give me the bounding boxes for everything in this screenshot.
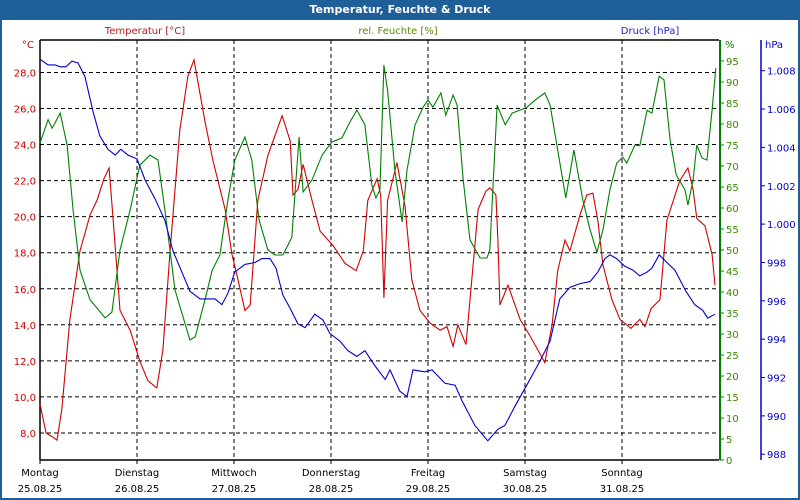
date-label: 25.08.25 bbox=[18, 484, 63, 495]
day-label: Samstag bbox=[503, 468, 547, 479]
temperature-series-line bbox=[39, 57, 716, 442]
day-label: Dienstag bbox=[115, 468, 160, 479]
date-label: 26.08.25 bbox=[115, 484, 160, 495]
date-label: 31.08.25 bbox=[600, 484, 645, 495]
humidity-tick-label: 20 bbox=[726, 372, 739, 383]
day-label: Sonntag bbox=[601, 468, 643, 479]
pressure-tick-label: 1.006 bbox=[767, 105, 796, 116]
humidity-tick-label: 70 bbox=[726, 162, 739, 173]
humidity-tick-label: 45 bbox=[726, 267, 739, 278]
humidity-tick-label: 55 bbox=[726, 225, 739, 236]
humidity-unit: % bbox=[725, 40, 735, 51]
temperature-tick-label: 24,0 bbox=[14, 141, 36, 152]
humidity-tick-label: 30 bbox=[726, 330, 739, 341]
humidity-tick-label: 80 bbox=[726, 120, 739, 131]
temperature-legend: Temperatur [°C] bbox=[104, 26, 185, 37]
humidity-tick-label: 0 bbox=[726, 456, 732, 467]
temperature-tick-label: 22,0 bbox=[14, 177, 36, 188]
pressure-tick-label: 1.002 bbox=[767, 182, 796, 193]
pressure-legend: Druck [hPa] bbox=[621, 26, 680, 37]
date-label: 30.08.25 bbox=[503, 484, 548, 495]
pressure-tick-label: 988 bbox=[767, 450, 786, 461]
humidity-tick-label: 25 bbox=[726, 351, 739, 362]
humidity-tick-label: 10 bbox=[726, 414, 739, 425]
humidity-tick-label: 85 bbox=[726, 99, 739, 110]
humidity-tick-label: 60 bbox=[726, 204, 739, 215]
pressure-tick-label: 990 bbox=[767, 412, 786, 423]
window-title: Temperatur, Feuchte & Druck bbox=[0, 0, 800, 20]
humidity-tick-label: 50 bbox=[726, 246, 739, 257]
temperature-tick-label: 26,0 bbox=[14, 104, 36, 115]
humidity-tick-label: 40 bbox=[726, 288, 739, 299]
humidity-tick-label: 5 bbox=[726, 435, 732, 446]
temperature-tick-label: 14,0 bbox=[14, 321, 36, 332]
day-label: Donnerstag bbox=[302, 468, 360, 479]
humidity-tick-label: 35 bbox=[726, 309, 739, 320]
temperature-tick-label: 18,0 bbox=[14, 249, 36, 260]
humidity-series-line bbox=[39, 65, 717, 341]
pressure-series-line bbox=[39, 58, 716, 442]
day-label: Montag bbox=[21, 468, 58, 479]
humidity-tick-label: 90 bbox=[726, 78, 739, 89]
date-label: 28.08.25 bbox=[309, 484, 354, 495]
date-label: 29.08.25 bbox=[406, 484, 451, 495]
pressure-tick-label: 1.000 bbox=[767, 220, 796, 231]
temperature-tick-label: 12,0 bbox=[14, 357, 36, 368]
day-label: Freitag bbox=[411, 468, 445, 479]
temperature-tick-label: 10,0 bbox=[14, 393, 36, 404]
humidity-tick-label: 65 bbox=[726, 183, 739, 194]
humidity-legend: rel. Feuchte [%] bbox=[358, 26, 437, 37]
pressure-tick-label: 996 bbox=[767, 297, 786, 308]
date-label: 27.08.25 bbox=[212, 484, 257, 495]
temperature-tick-label: 8,0 bbox=[20, 429, 36, 440]
humidity-tick-label: 75 bbox=[726, 141, 739, 152]
temperature-unit: °C bbox=[22, 40, 34, 51]
pressure-tick-label: 1.008 bbox=[767, 67, 796, 78]
day-label: Mittwoch bbox=[211, 468, 256, 479]
humidity-tick-label: 15 bbox=[726, 393, 739, 404]
pressure-tick-label: 992 bbox=[767, 374, 786, 385]
humidity-tick-label: 95 bbox=[726, 57, 739, 68]
temperature-tick-label: 16,0 bbox=[14, 285, 36, 296]
temperature-tick-label: 20,0 bbox=[14, 213, 36, 224]
pressure-tick-label: 1.004 bbox=[767, 143, 796, 154]
pressure-unit: hPa bbox=[765, 40, 783, 51]
temperature-tick-label: 28,0 bbox=[14, 68, 36, 79]
pressure-tick-label: 994 bbox=[767, 335, 786, 346]
pressure-tick-label: 998 bbox=[767, 258, 786, 269]
